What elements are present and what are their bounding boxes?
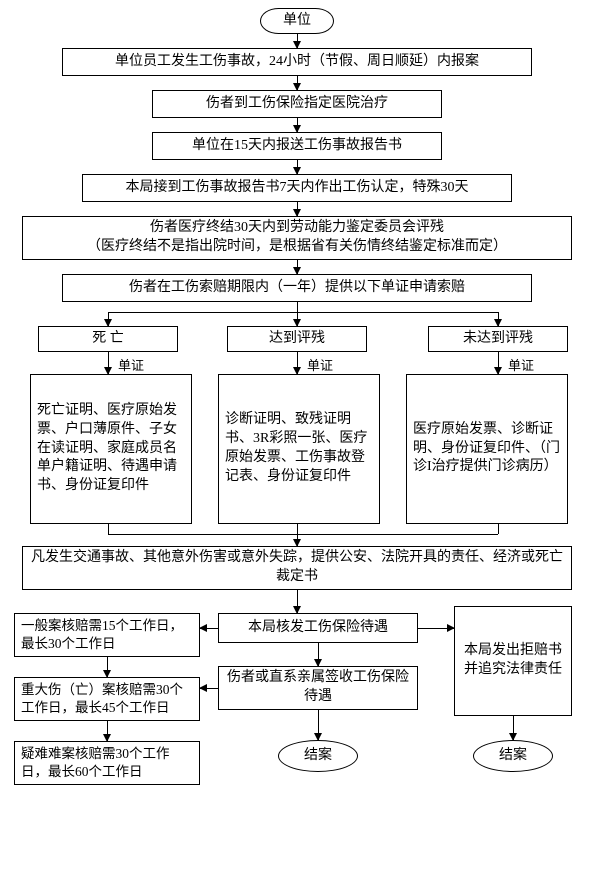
arrow (297, 312, 298, 326)
mid-1: 本局核发工伤保险待遇 (218, 613, 418, 643)
label-docs-1: 单证 (116, 355, 146, 374)
label-docs-3: 单证 (506, 355, 536, 374)
docs-disability: 诊断证明、致残证明书、3R彩照一张、医疗原始发票、工伤事故登记表、身份证复印件 (218, 374, 380, 524)
arrow (200, 688, 218, 689)
arrow (318, 643, 319, 666)
side-3: 疑难难案核赔需30个工作日，最长60个工作日 (14, 741, 200, 785)
arrow (200, 628, 218, 629)
line (297, 524, 298, 534)
step-7: 凡发生交通事故、其他意外伤害或意外失踪，提供公安、法院开具的责任、经济或死亡裁定… (22, 546, 572, 590)
start-text: 单位 (283, 12, 311, 31)
step-5: 伤者医疗终结30天内到劳动能力鉴定委员会评残 （医疗终结不是指出院时间，是根据省… (22, 216, 572, 260)
side-2: 重大伤（亡）案核赔需30个工作日，最长45个工作日 (14, 677, 200, 721)
arrow (107, 657, 108, 677)
step-6: 伤者在工伤索赔期限内（一年）提供以下单证申请索赔 (62, 274, 532, 302)
branch-disability: 达到评残 (227, 326, 367, 352)
line (108, 312, 498, 313)
branch-no-disability: 未达到评残 (428, 326, 568, 352)
line (108, 524, 109, 534)
end-mid: 结案 (278, 740, 358, 772)
step-3: 单位在15天内报送工伤事故报告书 (152, 132, 442, 160)
arrow (108, 312, 109, 326)
arrow (498, 312, 499, 326)
arrow (297, 76, 298, 90)
label-docs-2: 单证 (305, 355, 335, 374)
arrow (297, 160, 298, 174)
docs-death: 死亡证明、医疗原始发票、户口薄原件、子女在读证明、家庭成员名单户籍证明、待遇申请… (30, 374, 192, 524)
arrow (297, 118, 298, 132)
arrow (297, 534, 298, 546)
arrow (498, 352, 499, 374)
flowchart: 单位 单位员工发生工伤事故，24小时（节假、周日顺延）内报案 伤者到工伤保险指定… (8, 8, 587, 886)
line (297, 302, 298, 312)
arrow (297, 590, 298, 613)
step-2: 伤者到工伤保险指定医院治疗 (152, 90, 442, 118)
arrow (297, 34, 298, 48)
step-4: 本局接到工伤事故报告书7天内作出工伤认定，特殊30天 (82, 174, 512, 202)
arrow (318, 710, 319, 740)
start-node: 单位 (260, 8, 334, 34)
arrow (297, 260, 298, 274)
step-1: 单位员工发生工伤事故，24小时（节假、周日顺延）内报案 (62, 48, 532, 76)
arrow (513, 716, 514, 740)
branch-death: 死 亡 (38, 326, 178, 352)
arrow (297, 202, 298, 216)
arrow (107, 721, 108, 741)
arrow (108, 352, 109, 374)
right-reject: 本局发出拒赔书并追究法律责任 (454, 606, 572, 716)
mid-2: 伤者或直系亲属签收工伤保险待遇 (218, 666, 418, 710)
docs-no-disability: 医疗原始发票、诊断证明、身份证复印件、（门诊I治疗提供门诊病历） (406, 374, 568, 524)
line (108, 534, 498, 535)
end-right: 结案 (473, 740, 553, 772)
arrow (297, 352, 298, 374)
line (498, 524, 499, 534)
arrow (418, 628, 454, 629)
side-1: 一般案核赔需15个工作日，最长30个工作日 (14, 613, 200, 657)
